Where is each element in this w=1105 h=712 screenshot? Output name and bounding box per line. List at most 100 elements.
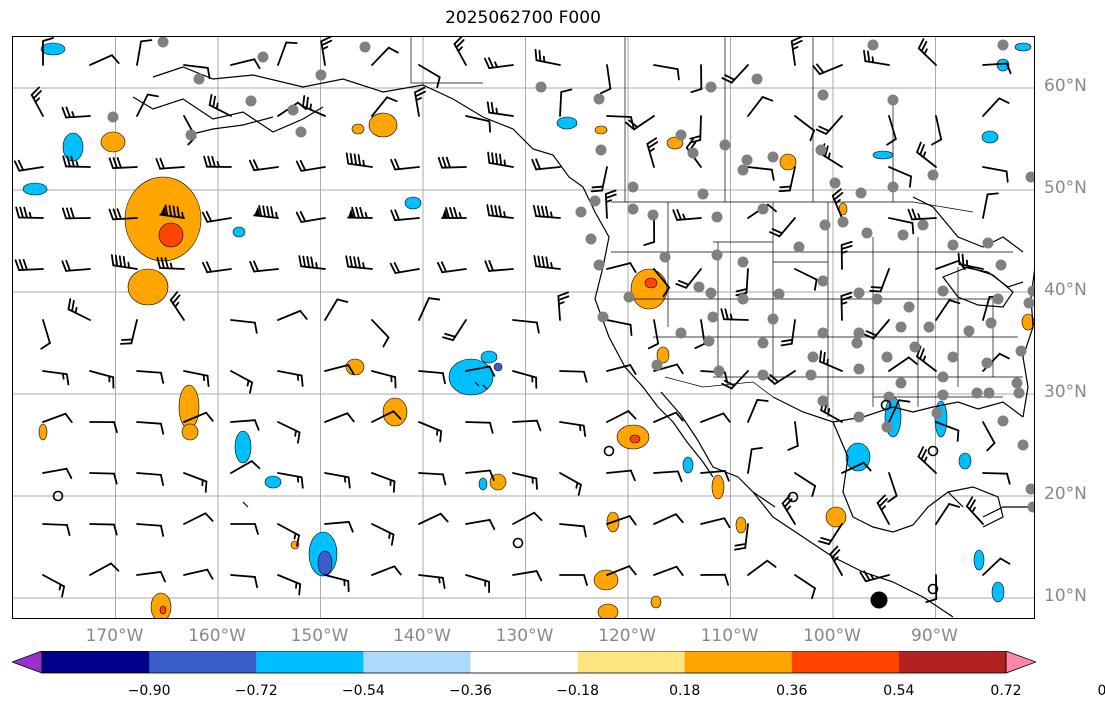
colorbar-segment (470, 651, 579, 673)
wind-barb (183, 568, 214, 580)
wind-barb (371, 565, 402, 576)
station-marker (737, 256, 749, 268)
anomaly-contour (735, 516, 747, 534)
wind-barb (794, 268, 818, 291)
wind-barb (465, 365, 496, 377)
station-marker (757, 369, 769, 381)
wind-barb (324, 472, 351, 489)
wind-barb (600, 64, 612, 95)
station-marker (927, 169, 939, 181)
longitude-label: 90°W (911, 626, 958, 646)
wind-barb (653, 411, 684, 423)
coastline-segment (132, 96, 324, 133)
wind-barb (700, 573, 729, 586)
longitude-label: 110°W (700, 626, 759, 646)
wind-barb (298, 255, 326, 270)
station-marker (937, 389, 949, 401)
colorbar-segment (684, 651, 793, 673)
station-marker (707, 311, 719, 323)
anomaly-contour (711, 474, 725, 500)
map-title: 2025062700 F000 (445, 8, 601, 28)
station-marker (245, 95, 257, 107)
wind-barb (436, 261, 467, 274)
station-marker (853, 327, 865, 339)
wind-barb (230, 460, 261, 474)
coastline-segment (942, 266, 1014, 308)
station-marker (315, 69, 327, 81)
wind-barb (277, 574, 302, 596)
station-marker (773, 288, 785, 300)
wind-barb (780, 319, 796, 347)
wind-barb (840, 291, 853, 321)
station-marker (193, 73, 205, 85)
colorbar-tick-label: 0.36 (776, 683, 808, 699)
anomaly-contour (351, 123, 365, 135)
wind-barb (534, 48, 561, 66)
station-marker (829, 177, 841, 189)
station-marker (793, 241, 805, 253)
wind-barb (675, 268, 702, 289)
station-marker (917, 219, 929, 231)
station-marker (881, 421, 893, 433)
wind-barb (653, 470, 683, 483)
wind-barbs (13, 37, 1012, 604)
anomaly-contour (232, 226, 246, 238)
station-marker (675, 327, 687, 339)
wind-barb (120, 319, 138, 345)
border-segment (611, 201, 974, 213)
wind-barb (604, 189, 617, 219)
wind-barb (230, 58, 261, 70)
station-marker (157, 37, 169, 48)
wind-barb (156, 256, 185, 270)
station-marker (585, 233, 597, 245)
anomaly-contour (644, 277, 658, 289)
wind-barb (935, 259, 966, 271)
wind-barb (653, 268, 671, 298)
colorbar-segment (363, 651, 471, 673)
wind-barb (720, 308, 749, 321)
border-segment (410, 37, 483, 84)
calm-markers (52, 399, 939, 595)
coastline-segment (752, 491, 954, 618)
wind-barb (965, 496, 984, 525)
wind-barb (646, 137, 659, 168)
map-canvas[interactable] (13, 37, 1035, 619)
wind-barb (533, 255, 561, 270)
colorbar-tick-label: 0.90 (1097, 683, 1105, 699)
wind-barb (465, 421, 494, 434)
anomaly-contour (630, 268, 668, 310)
calm-wind-marker (787, 491, 799, 503)
wind-barb (484, 57, 514, 70)
colorbar-tick-label: −0.36 (448, 683, 492, 699)
wind-barb (982, 472, 1011, 485)
wind-barb (295, 159, 326, 172)
wind-barb (829, 545, 843, 576)
wind-barb (747, 559, 777, 576)
political-borders (410, 37, 1023, 417)
wind-barb (559, 574, 588, 586)
wind-barb (831, 188, 844, 219)
station-marker (985, 317, 997, 329)
coastline-segment (947, 486, 1004, 528)
station-marker (757, 337, 769, 349)
wind-barb (277, 421, 301, 444)
wind-barb (136, 472, 165, 486)
wind-barb (295, 211, 326, 223)
wind-barb (690, 64, 703, 94)
wind-barb (89, 54, 120, 66)
wind-barb (982, 421, 996, 452)
colorbar-segment (256, 651, 364, 673)
map-panel[interactable] (12, 36, 1035, 619)
wind-barb (183, 512, 214, 525)
station-marker (837, 216, 849, 228)
wind-barb (414, 86, 426, 117)
anomaly-contour (100, 131, 126, 153)
wind-barb (136, 370, 165, 384)
wind-barb (136, 421, 165, 435)
anomaly-contour (178, 384, 200, 430)
anomaly-contour (629, 434, 641, 444)
wind-barb (869, 268, 890, 293)
wind-barb (89, 562, 120, 576)
station-marker (897, 229, 909, 241)
wind-barb (15, 206, 44, 219)
